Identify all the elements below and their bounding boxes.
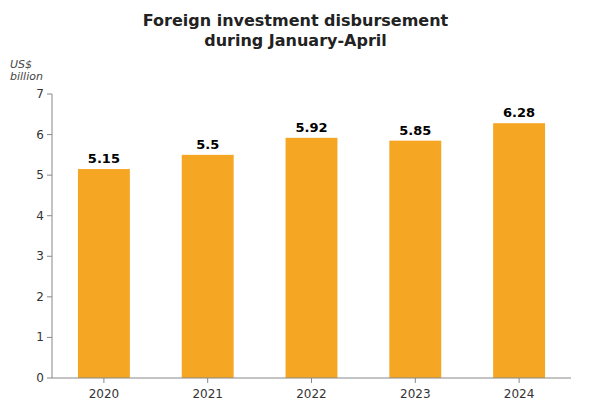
y-tick-label: 7 (36, 87, 44, 101)
y-tick (47, 215, 52, 216)
x-tick-label: 2020 (89, 387, 120, 401)
y-axis-label: US$billion (10, 58, 43, 83)
y-tick-label: 6 (36, 128, 44, 142)
y-tick (47, 134, 52, 135)
text-line: during January-April (204, 31, 387, 50)
data-label: 5.85 (399, 123, 431, 138)
x-tick (207, 378, 208, 383)
x-tick-label: 2024 (504, 387, 535, 401)
y-tick-label: 4 (36, 209, 44, 223)
y-tick (47, 175, 52, 176)
bar (182, 155, 234, 378)
x-tick (519, 378, 520, 383)
y-tick (47, 337, 52, 338)
y-tick-label: 5 (36, 168, 44, 182)
text-line: billion (10, 70, 43, 83)
bar (389, 141, 441, 378)
text-line: Foreign investment disbursement (143, 11, 449, 30)
y-tick-label: 3 (36, 249, 44, 263)
bars (78, 123, 545, 378)
bar (78, 169, 130, 378)
x-tick-label: 2022 (296, 387, 327, 401)
data-label: 6.28 (503, 105, 535, 120)
bar (493, 123, 545, 378)
x-tick (311, 378, 312, 383)
plot-area (47, 94, 52, 378)
y-tick (47, 256, 52, 257)
data-label: 5.92 (295, 120, 327, 135)
y-tick-label: 2 (36, 290, 44, 304)
y-tick (47, 94, 52, 95)
x-tick-label: 2023 (400, 387, 431, 401)
data-label: 5.5 (196, 137, 219, 152)
x-tick (103, 378, 104, 383)
y-tick (47, 378, 52, 379)
bar (286, 138, 338, 378)
chart-svg: Foreign investment disbursementduring Ja… (0, 0, 591, 412)
chart-container: Foreign investment disbursementduring Ja… (0, 0, 591, 412)
data-label: 5.15 (88, 151, 120, 166)
x-tick-label: 2021 (192, 387, 223, 401)
y-tick (47, 296, 52, 297)
y-tick-label: 1 (36, 330, 44, 344)
chart-title: Foreign investment disbursementduring Ja… (143, 11, 449, 50)
y-axis-line (52, 94, 53, 378)
x-tick (415, 378, 416, 383)
y-tick-label: 0 (36, 371, 44, 385)
